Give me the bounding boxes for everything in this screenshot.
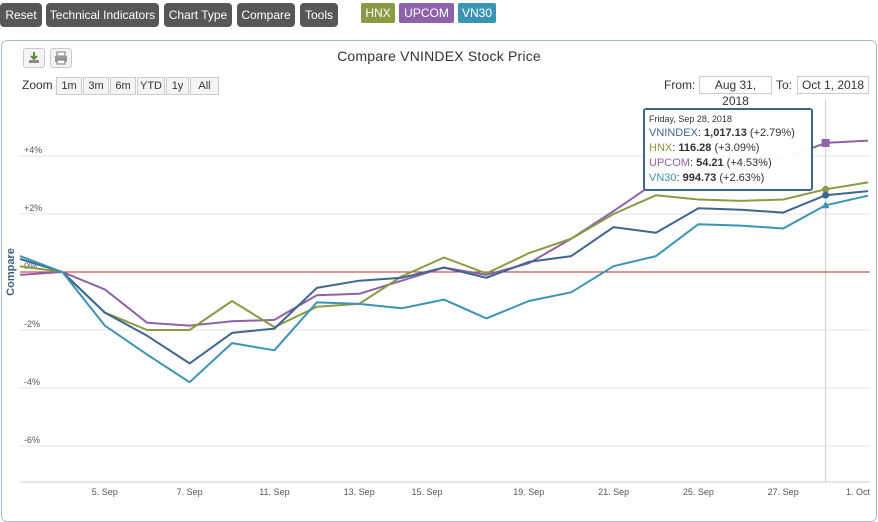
tooltip-series-change: (+3.09%) [714, 142, 760, 154]
point-marker-vnindex [822, 191, 830, 199]
tooltip-date: Friday, Sep 28, 2018 [649, 114, 732, 124]
x-tick-label: 1. Oct [846, 487, 871, 497]
y-tick-label: -2% [24, 319, 40, 329]
series-line-vnindex [19, 190, 869, 365]
from-label: From: [664, 78, 696, 92]
upcom-compare-tag[interactable]: UPCOM [399, 3, 454, 23]
x-tick-label: 15. Sep [412, 487, 443, 497]
series-line-vn30 [19, 194, 869, 384]
tooltip-series-name: VNINDEX [649, 127, 698, 139]
tooltip-row: VNINDEX: 1,017.13 (+2.79%) [649, 127, 795, 139]
y-tick-label: 0% [24, 261, 37, 271]
series-line-hnx [19, 181, 869, 331]
tooltip-series-value: 54.21 [696, 157, 724, 169]
tooltip-series-change: (+2.79%) [749, 127, 795, 139]
to-date-input[interactable]: Oct 1, 2018 [797, 76, 869, 94]
x-tick-label: 7. Sep [177, 487, 203, 497]
tooltip-series-value: 994.73 [682, 172, 717, 184]
tooltip-series-change: (+2.63%) [719, 172, 765, 184]
tooltip-series-name: VN30 [649, 172, 677, 184]
print-icon [55, 51, 67, 65]
x-tick-label: 21. Sep [598, 487, 629, 497]
tooltip-series-value: 116.28 [678, 142, 712, 154]
reset-button[interactable]: Reset [0, 3, 42, 27]
zoom-label: Zoom [22, 78, 53, 92]
tools-button[interactable]: Tools [300, 3, 338, 27]
x-tick-label: 11. Sep [259, 487, 289, 497]
tooltip-row: UPCOM: 54.21 (+4.53%) [649, 157, 772, 169]
x-tick-label: 13. Sep [344, 487, 375, 497]
zoom-1m-button[interactable]: 1m [56, 77, 82, 95]
technical-indicators-button[interactable]: Technical Indicators [46, 3, 159, 27]
hnx-compare-tag[interactable]: HNX [361, 3, 395, 23]
y-tick-label: +2% [24, 203, 42, 213]
x-axis: 5. Sep 7. Sep 11. Sep 13. Sep 15. Sep 19. Sep… [20, 481, 871, 497]
download-button[interactable] [23, 48, 45, 68]
point-marker-hnx [822, 185, 830, 193]
tooltip: Friday, Sep 28, 2018 VNINDEX: 1,017.13 (… [643, 108, 813, 191]
toolbar: Reset Technical Indicators Chart Type Co… [0, 0, 878, 32]
x-tick-label: 19. Sep [513, 487, 544, 497]
x-tick-label: 5. Sep [92, 487, 118, 497]
x-tick-label: 27. Sep [768, 487, 799, 497]
tooltip-series-change: (+4.53%) [726, 157, 772, 169]
tooltip-series-name: HNX [649, 142, 673, 154]
y-tick-label: -4% [24, 377, 40, 387]
y-tick-label: +4% [24, 145, 42, 155]
zoom-1y-button[interactable]: 1y [166, 77, 189, 95]
zoom-3m-button[interactable]: 3m [83, 77, 109, 95]
x-tick-label: 25. Sep [683, 487, 714, 497]
point-marker-upcom [821, 138, 830, 147]
vn30-compare-tag[interactable]: VN30 [458, 3, 496, 23]
print-button[interactable] [50, 48, 72, 68]
tooltip-row: VN30: 994.73 (+2.63%) [649, 172, 765, 184]
to-label: To: [776, 78, 793, 92]
tooltip-series-value: 1,017.13 [704, 127, 747, 139]
download-icon [29, 52, 39, 63]
y-tick-label: -6% [24, 435, 40, 445]
zoom-all-button[interactable]: All [190, 77, 219, 95]
zoom-ytd-button[interactable]: YTD [137, 77, 165, 95]
y-axis-label: Compare [5, 248, 17, 296]
chart-type-button[interactable]: Chart Type [164, 3, 232, 27]
point-marker-vn30 [821, 201, 830, 209]
compare-chart[interactable]: +4% +2% 0% -2% -4% -6% Compare 5. Sep 7. Sep 11… [0, 0, 878, 509]
tooltip-row: HNX: 116.28 (+3.09%) [649, 142, 760, 154]
chart-title: Compare VNINDEX Stock Price [337, 48, 541, 64]
tooltip-series-name: UPCOM [649, 157, 690, 169]
zoom-6m-button[interactable]: 6m [110, 77, 136, 95]
from-date-input[interactable]: Aug 31, 2018 [699, 76, 772, 108]
compare-button[interactable]: Compare [237, 3, 295, 27]
y-axis-tick-labels: +4% +2% 0% -2% -4% -6% [24, 145, 42, 445]
